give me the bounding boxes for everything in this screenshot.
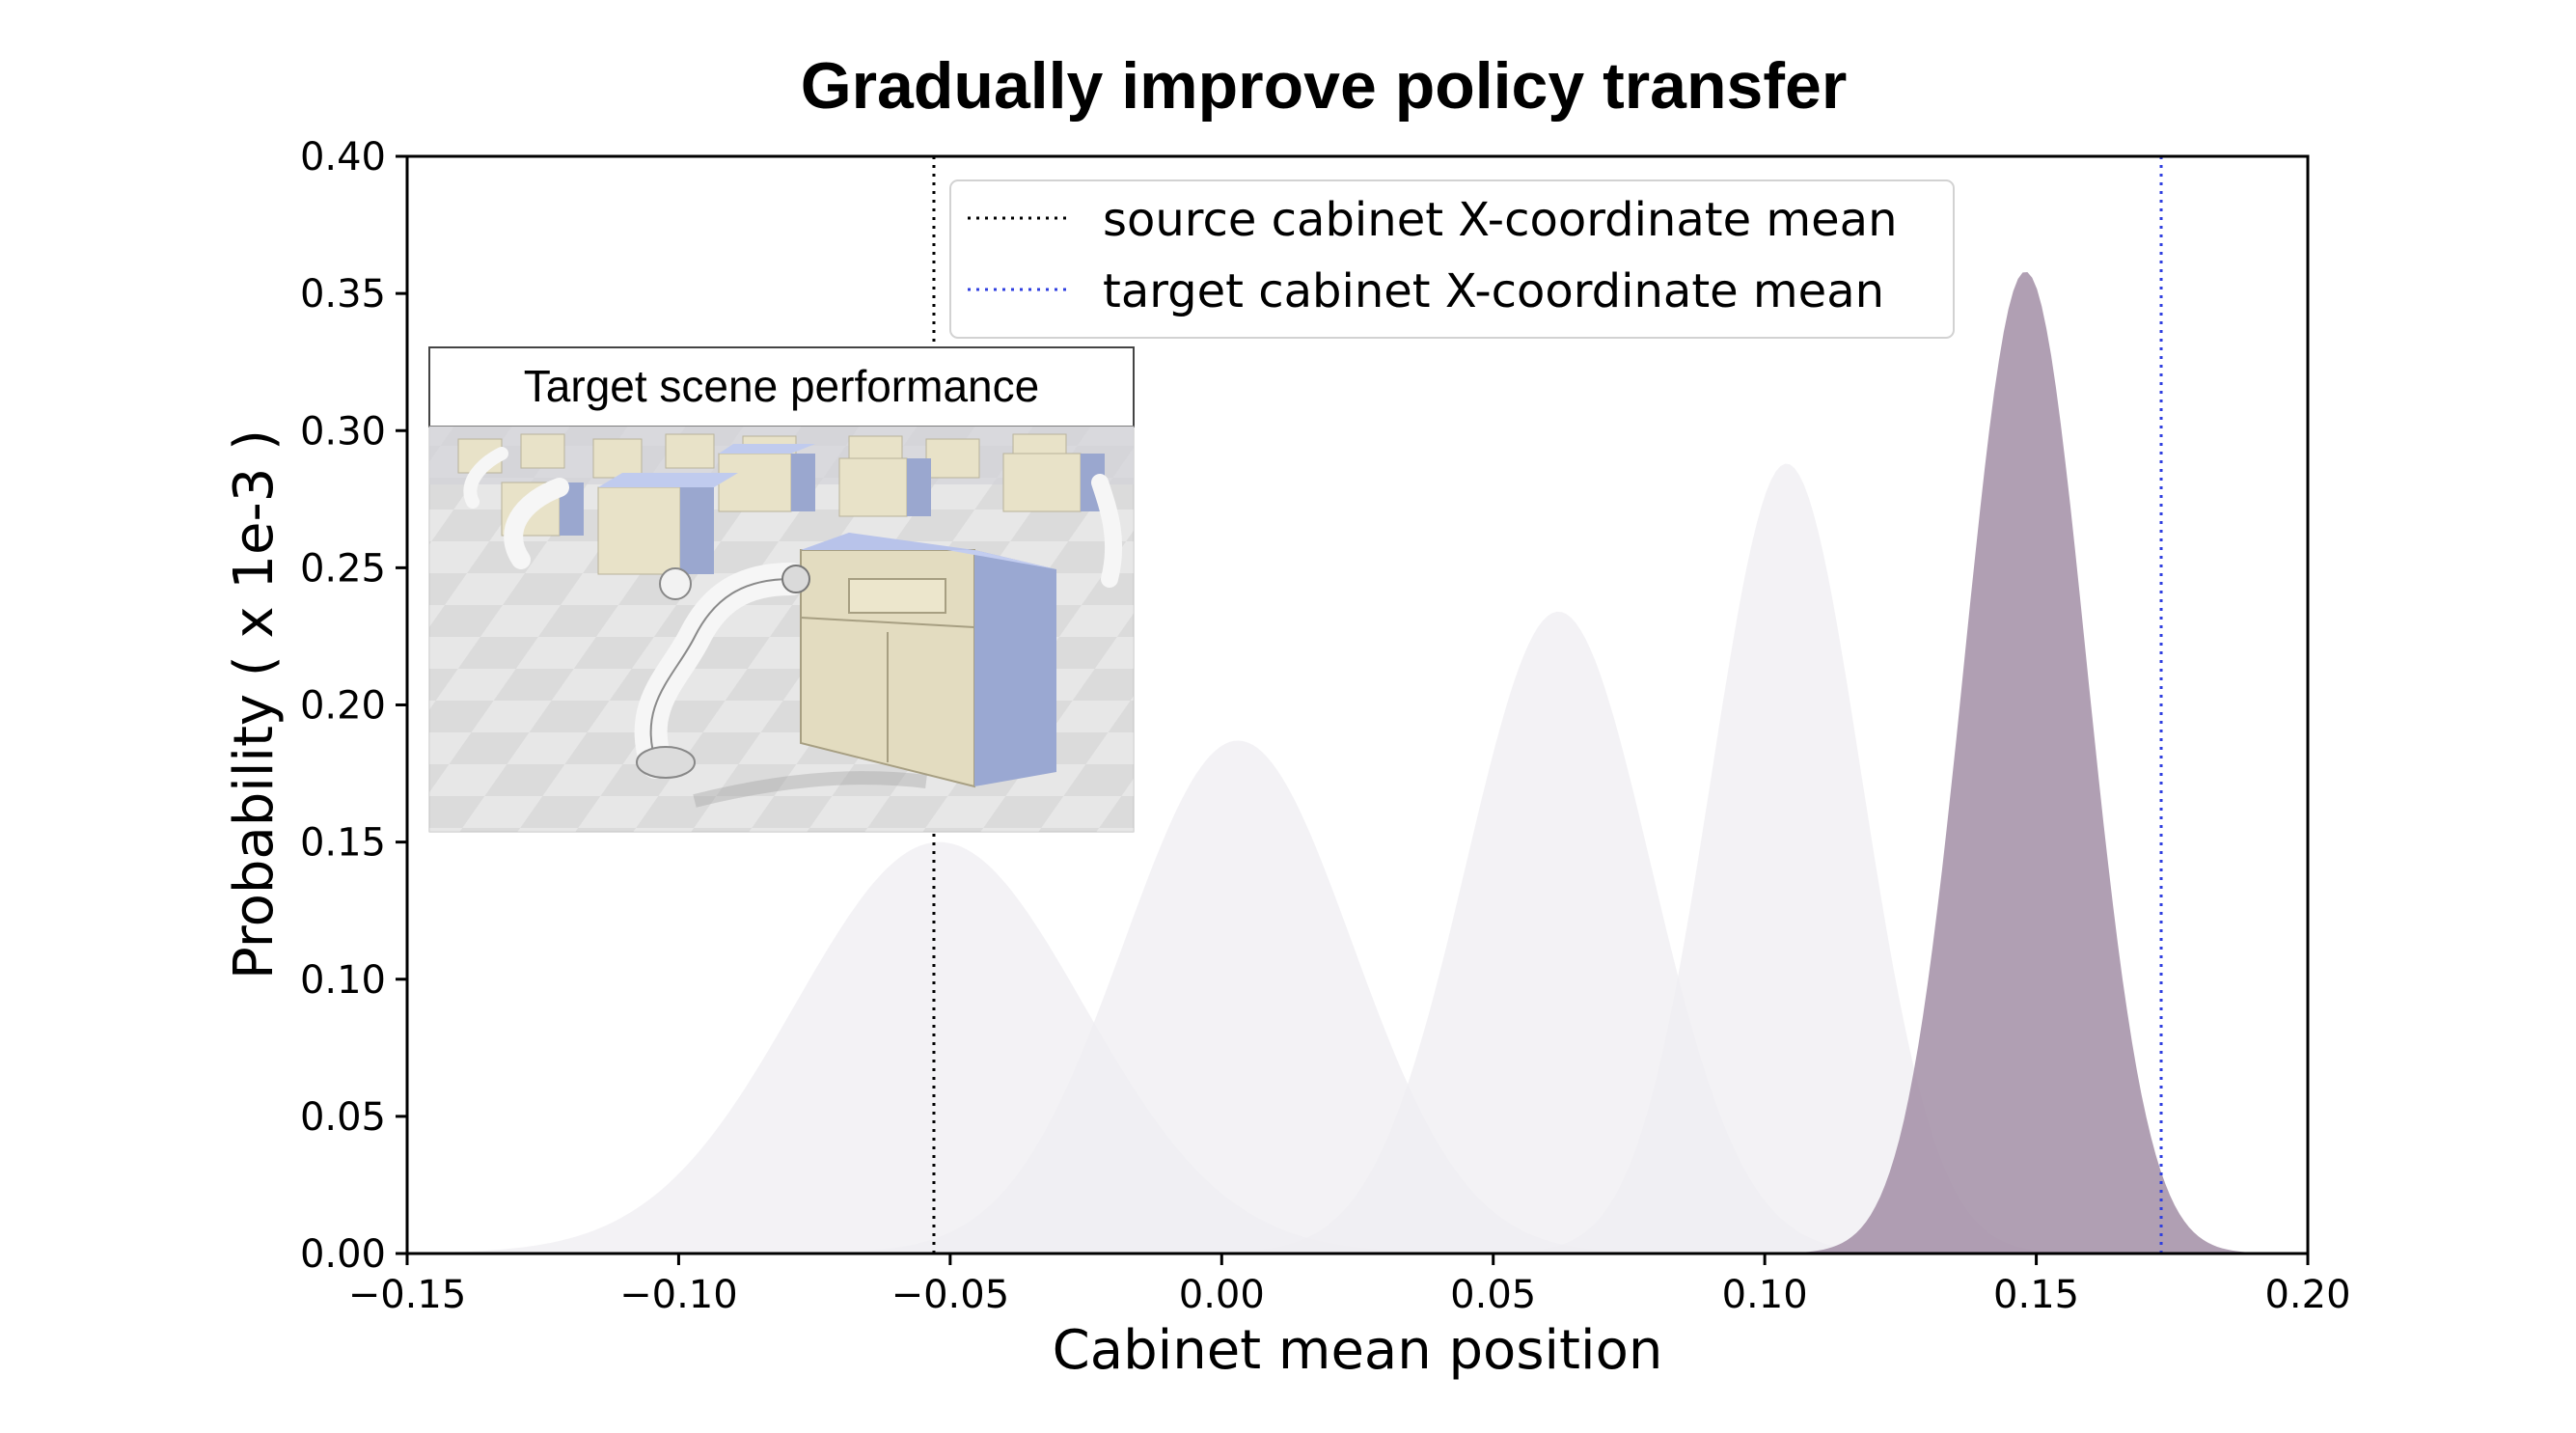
x-tick-label: 0.20 — [2264, 1273, 2350, 1317]
distribution-area-4 — [407, 463, 2308, 1254]
distribution-area-1 — [407, 841, 2308, 1254]
x-tick-label: 0.05 — [1450, 1273, 1536, 1317]
y-tick-label: 0.05 — [300, 1095, 386, 1140]
legend-target-label: target cabinet X-coordinate mean — [1103, 264, 1884, 318]
x-axis-label: Cabinet mean position — [1053, 1319, 1663, 1382]
x-axis-ticks: −0.15 −0.10 −0.05 0.00 0.05 0.10 0.15 0.20 — [348, 1254, 2351, 1317]
distribution-areas — [407, 272, 2308, 1254]
x-tick-label: 0.00 — [1179, 1273, 1265, 1317]
distribution-area-5 — [407, 272, 2308, 1254]
y-tick-label: 0.20 — [300, 684, 386, 729]
distribution-area-2 — [407, 740, 2308, 1254]
inset-title-box — [428, 346, 1135, 427]
x-tick-label: −0.15 — [348, 1273, 467, 1317]
x-tick-label: −0.05 — [891, 1273, 1010, 1317]
x-tick-label: −0.10 — [619, 1273, 738, 1317]
legend: source cabinet X-coordinate mean target … — [949, 179, 1955, 339]
inset-panel: Target scene performance — [428, 346, 1135, 833]
chart-title: Gradually improve policy transfer — [801, 49, 1848, 123]
y-tick-label: 0.40 — [300, 135, 386, 179]
x-tick-label: 0.15 — [1993, 1273, 2079, 1317]
y-tick-label: 0.15 — [300, 821, 386, 866]
inset-title: Target scene performance — [524, 361, 1039, 411]
y-axis-ticks: 0.00 0.05 0.10 0.15 0.20 0.25 0.30 0.35 0.40 — [300, 135, 407, 1277]
legend-source-label: source cabinet X-coordinate mean — [1103, 193, 1898, 247]
y-tick-label: 0.00 — [300, 1232, 386, 1277]
x-tick-label: 0.10 — [1722, 1273, 1808, 1317]
y-tick-label: 0.10 — [300, 958, 386, 1003]
y-tick-label: 0.25 — [300, 546, 386, 591]
legend-box — [949, 179, 1955, 339]
y-tick-label: 0.30 — [300, 409, 386, 454]
y-tick-label: 0.35 — [300, 272, 386, 317]
y-axis-label: Probability ( x 1e-3 ) — [223, 429, 286, 979]
inset-scene-image — [428, 426, 1135, 833]
